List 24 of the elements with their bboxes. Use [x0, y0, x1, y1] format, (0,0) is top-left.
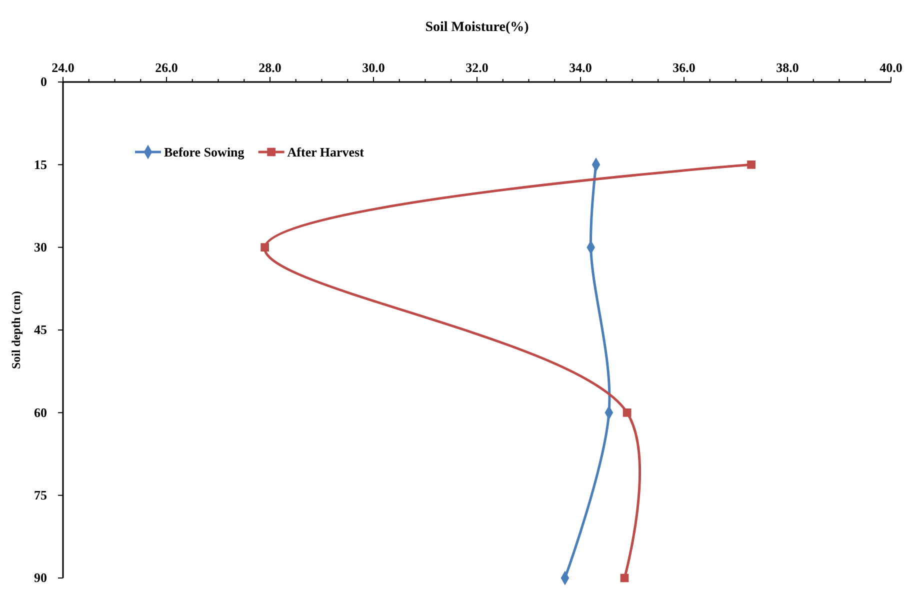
- x-tick-label: 28.0: [258, 60, 282, 75]
- x-tick-label: 40.0: [880, 60, 902, 75]
- y-tick-label: 45: [34, 322, 48, 338]
- y-tick-label: 15: [34, 156, 48, 172]
- y-tick-label: 30: [34, 239, 47, 254]
- point: [622, 408, 632, 417]
- point: [620, 574, 629, 582]
- x-axis-title: Soil Moisture(%): [425, 20, 530, 35]
- legend-label: Before Sowing: [164, 144, 245, 160]
- y-tick-label: 0: [40, 74, 47, 90]
- x-tick-label: 24.0: [52, 60, 74, 75]
- x-tick-label: 34.0: [569, 60, 592, 75]
- x-tick-label: 30.0: [362, 60, 385, 75]
- x-tick-label: 36.0: [672, 60, 696, 75]
- legend-label: After Harvest: [287, 144, 365, 160]
- point: [260, 243, 270, 252]
- y-tick-label: 90: [34, 570, 47, 586]
- x-tick-label: 38.0: [776, 60, 799, 75]
- x-tick-label: 32.0: [466, 60, 488, 75]
- y-tick-label: 60: [34, 404, 47, 420]
- y-tick-label: 75: [34, 487, 48, 502]
- point: [747, 160, 756, 169]
- y-axis-title: Soil depth (cm): [9, 290, 23, 369]
- x-tick-label: 26.0: [155, 60, 178, 75]
